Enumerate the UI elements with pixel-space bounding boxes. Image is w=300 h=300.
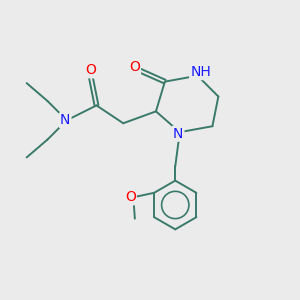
Text: N: N — [60, 113, 70, 127]
Text: NH: NH — [190, 65, 211, 79]
Text: N: N — [173, 127, 183, 141]
Text: O: O — [129, 60, 140, 74]
Text: O: O — [86, 63, 97, 77]
Text: O: O — [125, 190, 136, 204]
